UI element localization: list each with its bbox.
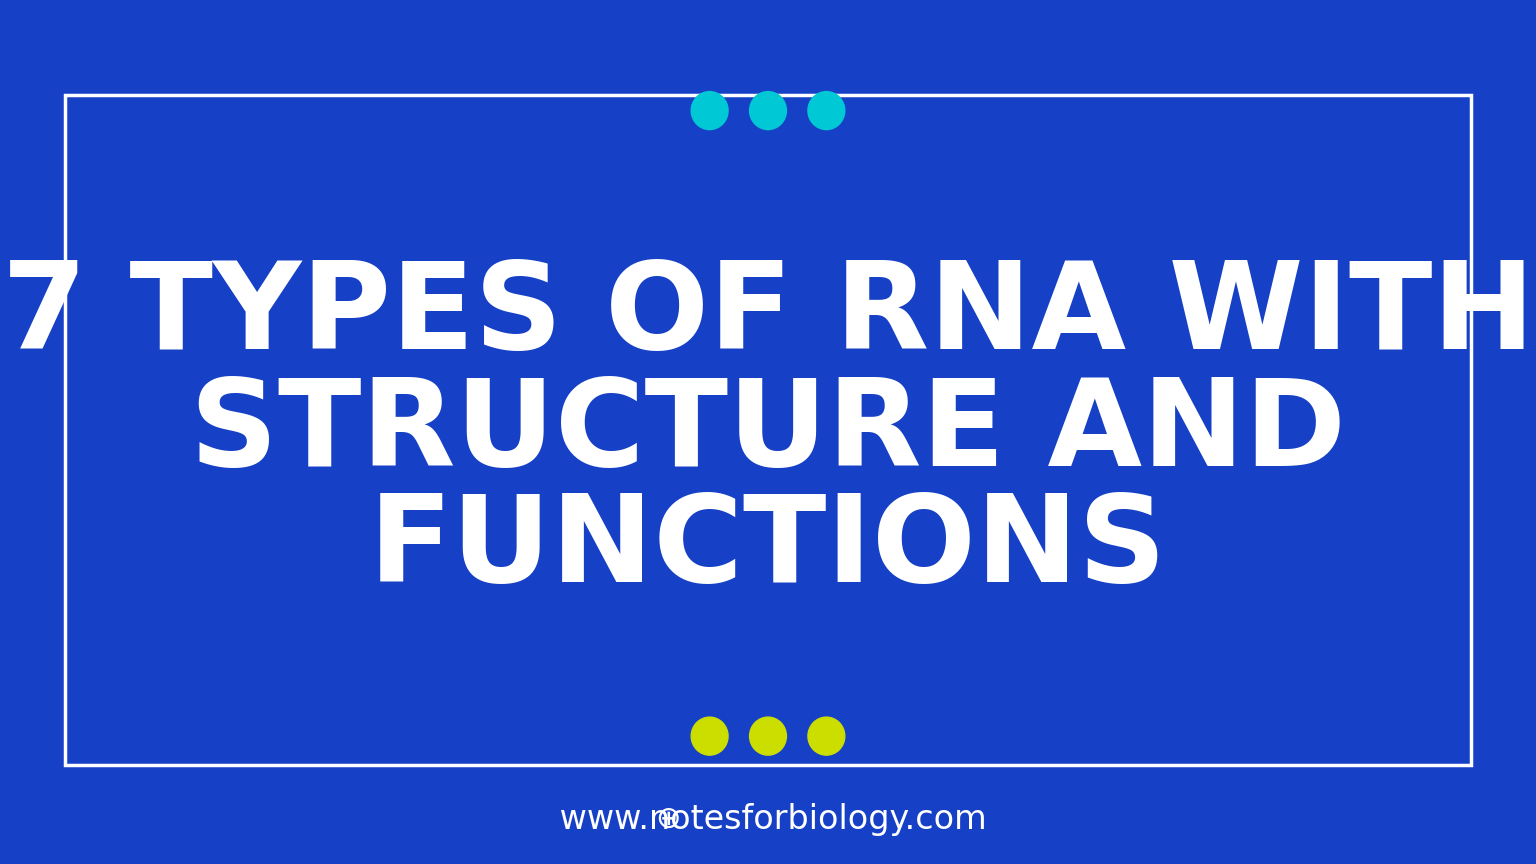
Text: 7 TYPES OF RNA WITH: 7 TYPES OF RNA WITH (2, 257, 1534, 374)
Bar (65, 95, 1471, 765)
Text: STRUCTURE AND: STRUCTURE AND (190, 373, 1346, 491)
Text: ⊕: ⊕ (656, 804, 680, 834)
Ellipse shape (750, 717, 786, 755)
Ellipse shape (808, 717, 845, 755)
Ellipse shape (691, 92, 728, 130)
Ellipse shape (808, 92, 845, 130)
Ellipse shape (691, 717, 728, 755)
Text: FUNCTIONS: FUNCTIONS (369, 490, 1167, 607)
Text: www.notesforbiology.com: www.notesforbiology.com (550, 803, 986, 835)
Ellipse shape (750, 92, 786, 130)
